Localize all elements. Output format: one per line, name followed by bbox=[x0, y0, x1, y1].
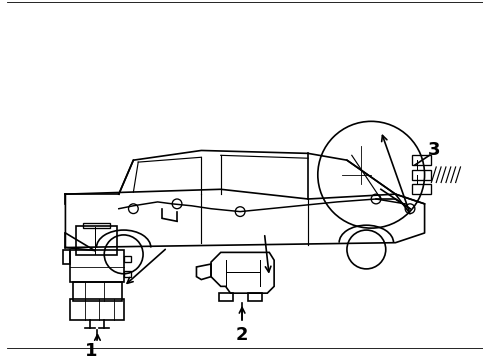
Bar bbox=[248, 293, 263, 301]
Bar bbox=[70, 299, 123, 320]
Bar bbox=[123, 256, 131, 262]
Text: 3: 3 bbox=[428, 141, 441, 159]
Bar bbox=[73, 282, 122, 301]
Text: 2: 2 bbox=[236, 326, 248, 344]
Bar bbox=[83, 223, 110, 228]
Bar bbox=[219, 293, 233, 301]
Bar bbox=[63, 251, 70, 264]
Bar bbox=[123, 271, 131, 276]
Bar bbox=[70, 251, 123, 282]
Bar bbox=[412, 184, 431, 194]
Text: 1: 1 bbox=[85, 342, 98, 360]
Bar bbox=[412, 170, 431, 180]
Bar bbox=[412, 155, 431, 165]
